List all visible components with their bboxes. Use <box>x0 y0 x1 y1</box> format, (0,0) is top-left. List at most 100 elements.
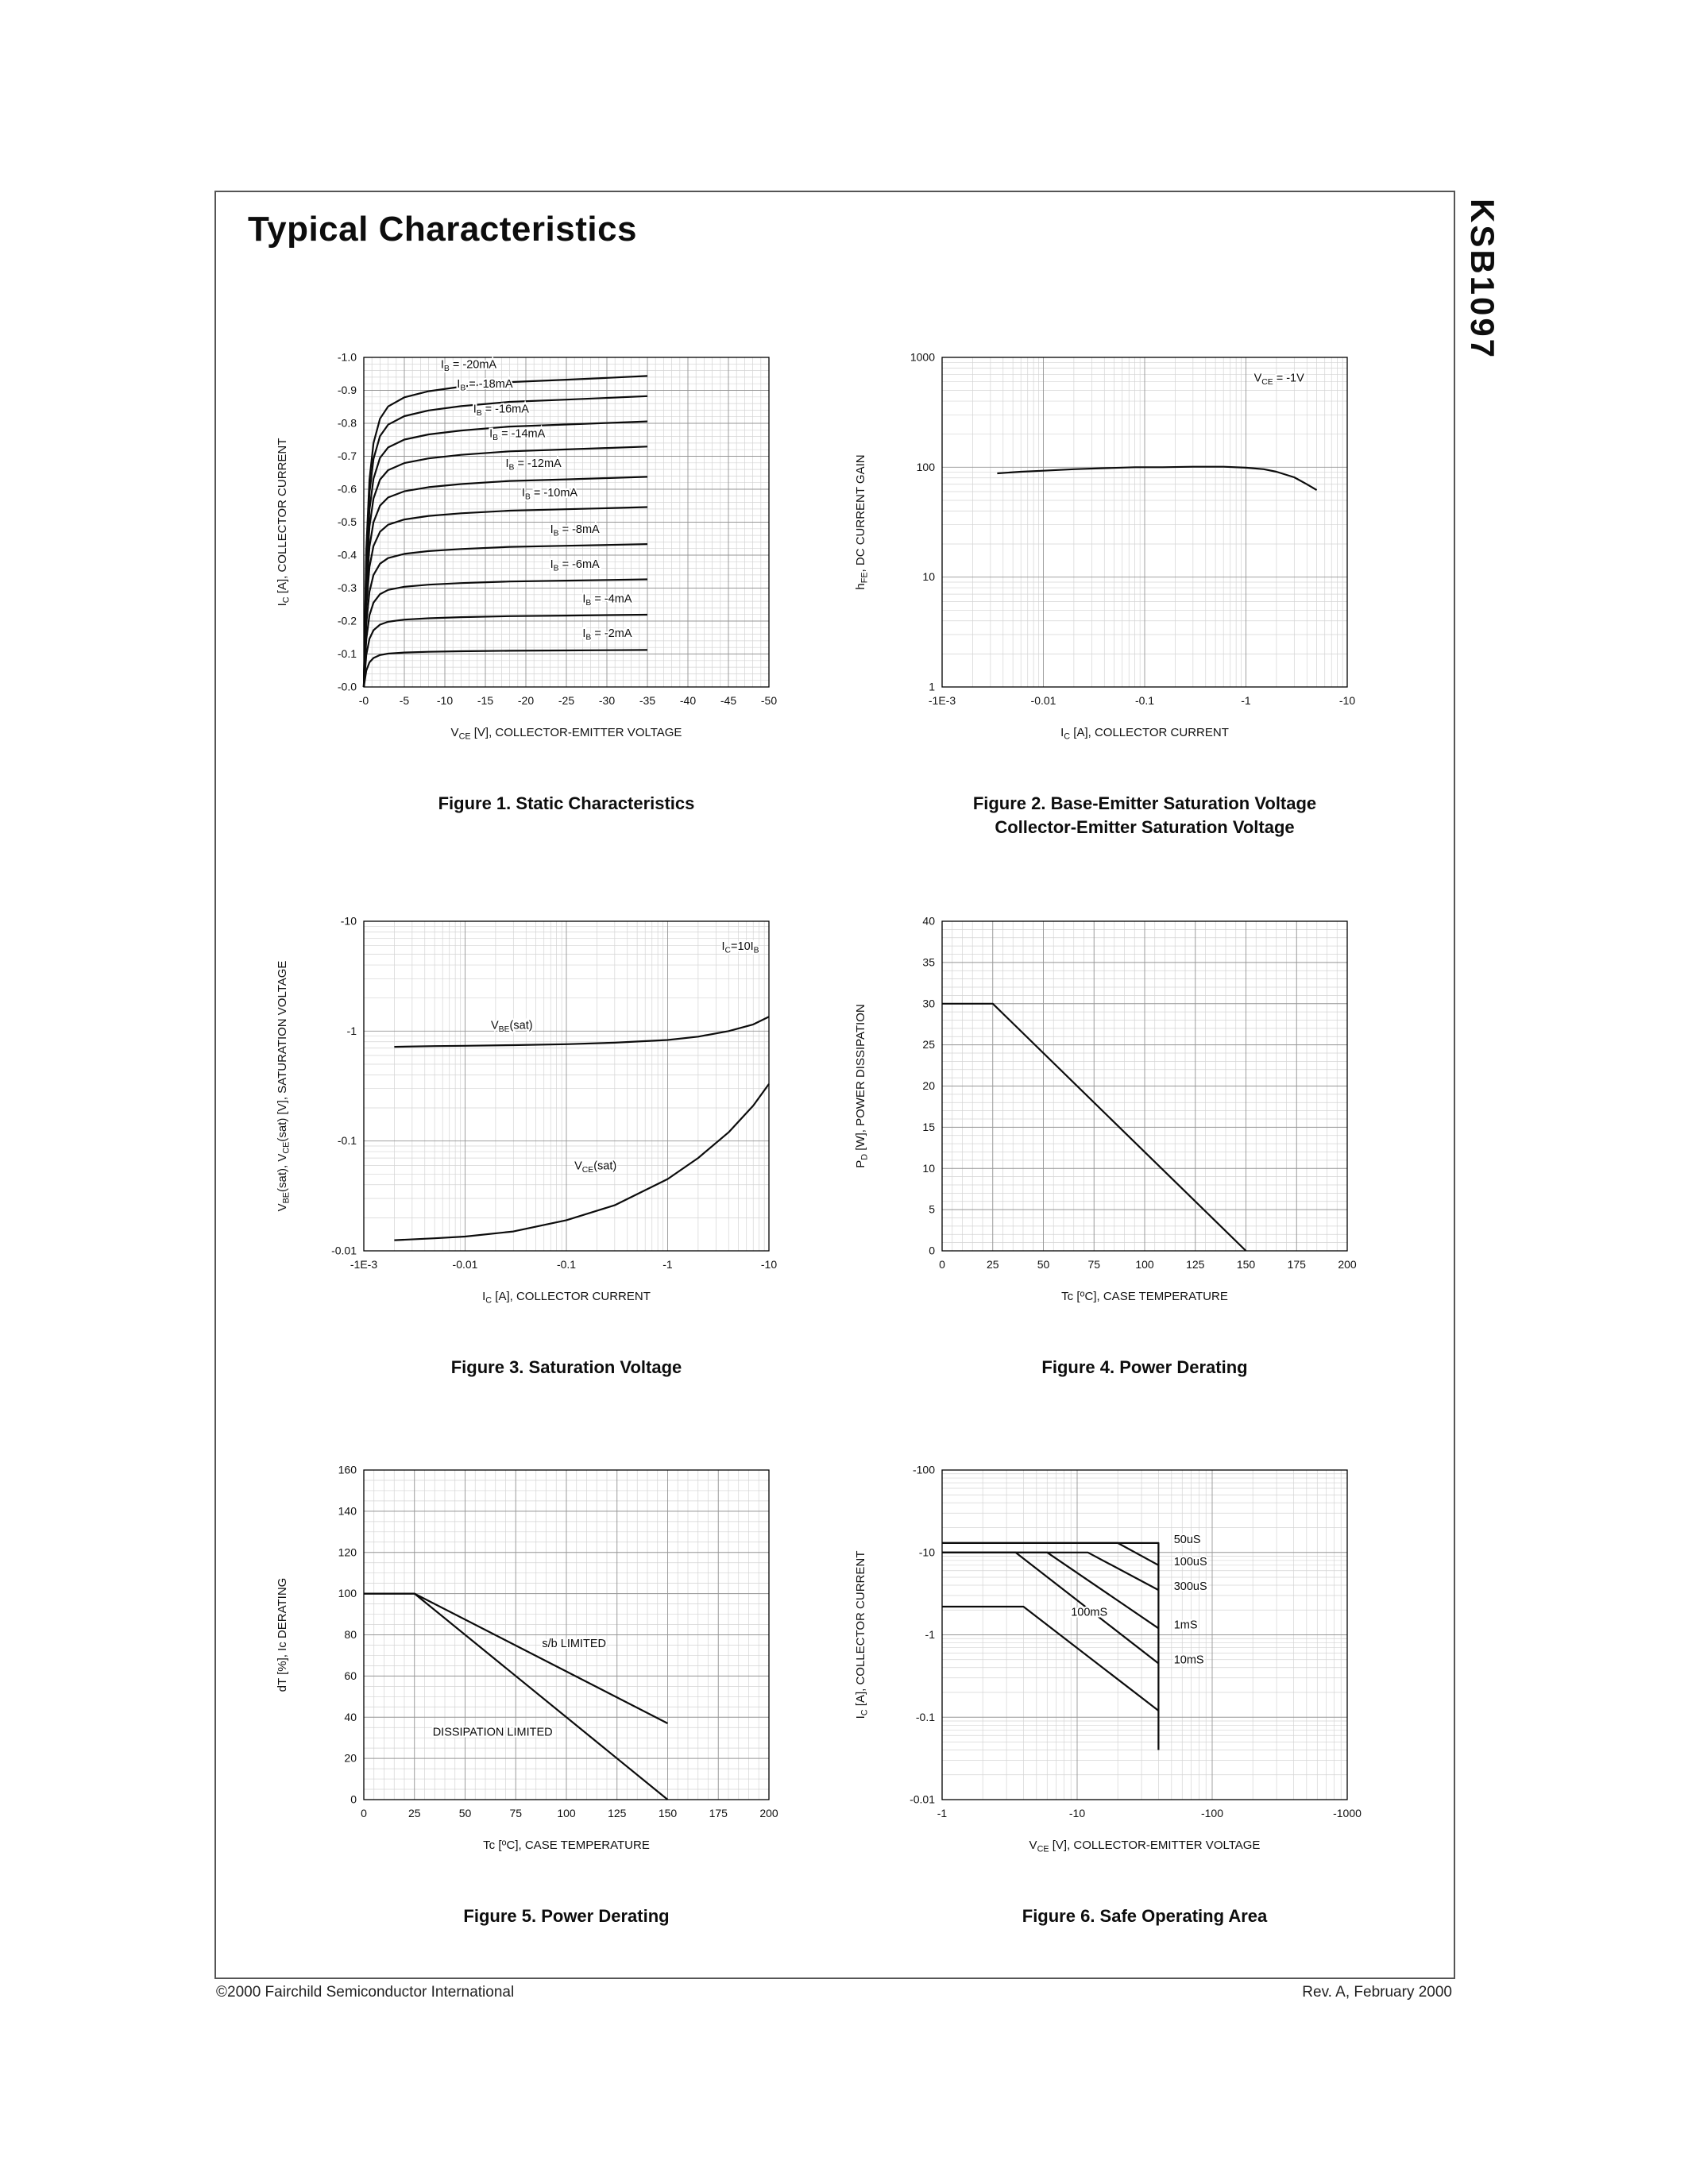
x-axis-label: VCE [V], COLLECTOR-EMITTER VOLTAGE <box>1029 1839 1261 1854</box>
y-tick-label: 80 <box>344 1628 357 1641</box>
figure-5-power-derating: s/b LIMITED DISSIPATION LIMITED 0 25 50 75 100… <box>245 1456 793 1928</box>
curve-label: IB = -4mA <box>582 592 632 608</box>
x-axis-label: IC [A], COLLECTOR CURRENT <box>482 1290 651 1306</box>
figure-1-chart: IB = -20mA IB = -18mA IB = -16mA IB = -14mA… <box>276 351 777 742</box>
figure-3-chart: VBE(sat)VCE(sat)IC=10IB -1E-3 -0.01 -0.1 -1 -… <box>276 915 777 1306</box>
annotation: IC=10IB <box>721 940 759 955</box>
curve <box>362 613 648 688</box>
curve <box>364 1592 669 1800</box>
y-tick-label: -0.01 <box>910 1793 935 1806</box>
x-tick-label: 100 <box>557 1807 576 1819</box>
curves <box>364 1592 669 1800</box>
figure-1-caption: Figure 1. Static Characteristics <box>438 793 695 813</box>
y-axis-label: IC [A], COLLECTOR CURRENT <box>276 438 292 607</box>
x-tick-label: -0.1 <box>557 1258 576 1271</box>
curve-label: 100uS <box>1174 1556 1207 1569</box>
curve <box>362 506 648 688</box>
tick-labels: -0 -5 -10 -15 -20 -25 -30 -35 -40 -45 -50 -0.0 -0.1 -… <box>338 351 777 708</box>
y-tick-label: -1.0 <box>338 351 357 364</box>
x-tick-label: 75 <box>510 1807 523 1819</box>
curves <box>394 1016 770 1241</box>
x-tick-label: -1 <box>662 1258 673 1271</box>
curve <box>942 1551 1160 1665</box>
y-tick-label: 30 <box>922 997 935 1009</box>
y-tick-label: -0.01 <box>331 1244 357 1257</box>
curve-label: 300uS <box>1174 1580 1207 1593</box>
curve <box>362 375 648 688</box>
curve-labels: 50uS 100uS 300uS 1mS 10mS 100mS <box>1069 1532 1208 1669</box>
x-axis-label: Tc [oC], CASE TEMPERATURE <box>483 1839 650 1853</box>
y-tick-label: 10 <box>922 1162 935 1175</box>
figure-2-chart: VCE = -1V -1E-3 -0.01 -0.1 -1 -10 1 10 100 1000 IC… <box>854 351 1355 742</box>
y-tick-label: 20 <box>344 1752 357 1765</box>
curve-label: DISSIPATION LIMITED <box>433 1727 553 1739</box>
curve <box>942 1542 1159 1566</box>
x-axis-label: IC [A], COLLECTOR CURRENT <box>1060 726 1229 742</box>
curve-labels: s/b LIMITED DISSIPATION LIMITED <box>431 1636 608 1741</box>
curve <box>362 395 648 688</box>
x-tick-label: -5 <box>400 694 410 707</box>
curve-label: IB = -2mA <box>582 627 632 642</box>
y-tick-label: -0.2 <box>338 615 357 627</box>
x-tick-label: 25 <box>408 1807 421 1819</box>
y-tick-label: -0.3 <box>338 581 357 594</box>
y-tick-label: -0.7 <box>338 450 357 462</box>
page-title: Typical Characteristics <box>248 210 638 249</box>
y-tick-label: -0.0 <box>338 681 357 693</box>
content-border: Typical Characteristics IB = -20mA IB = -… <box>214 191 1455 1979</box>
curve <box>362 543 648 688</box>
y-tick-label: -0.1 <box>338 1134 357 1147</box>
y-axis-label: PD [W], POWER DISSIPATION <box>854 1004 870 1167</box>
x-tick-label: -0.1 <box>1135 694 1154 707</box>
tick-labels: -1E-3 -0.01 -0.1 -1 -10-0.01-0.1-1-10 <box>331 915 777 1271</box>
curve <box>942 1002 1247 1252</box>
curve-label: 100mS <box>1071 1607 1107 1619</box>
plot-border <box>941 920 1348 1252</box>
plot-border <box>941 357 1348 688</box>
x-tick-label: 175 <box>709 1807 728 1819</box>
y-tick-label: 1 <box>929 681 935 693</box>
curves <box>362 375 648 688</box>
footer-copyright: ©2000 Fairchild Semiconductor Internatio… <box>216 1984 515 2001</box>
x-tick-label: -1E-3 <box>350 1258 377 1271</box>
x-axis-label: VCE [V], COLLECTOR-EMITTER VOLTAGE <box>451 726 682 742</box>
x-tick-label: -1000 <box>1333 1807 1362 1819</box>
figure-3-caption: Figure 3. Saturation Voltage <box>450 1357 682 1377</box>
curve-labels: VBE(sat) VCE(sat) IC=10IB <box>489 939 761 1176</box>
y-tick-label: -0.5 <box>338 515 357 528</box>
y-tick-label: -0.1 <box>338 647 357 660</box>
figure-1-static-characteristics: IB = -20mA IB = -18mA IB = -16mA IB = -14mA… <box>245 343 793 816</box>
y-tick-label: 25 <box>922 1038 935 1051</box>
part-number: KSB1097 <box>1464 199 1501 361</box>
x-tick-label: 200 <box>1338 1258 1357 1271</box>
x-tick-label: -10 <box>761 1258 777 1271</box>
x-tick-label: 100 <box>1135 1258 1154 1271</box>
figure-5-caption: Figure 5. Power Derating <box>463 1906 670 1926</box>
y-tick-label: -1 <box>347 1024 357 1037</box>
curve <box>942 1605 1160 1711</box>
y-tick-label: -100 <box>913 1464 935 1476</box>
plot-border <box>363 357 770 688</box>
curve-label: IB = -8mA <box>550 523 600 538</box>
y-tick-label: 0 <box>929 1244 935 1257</box>
x-tick-label: -10 <box>437 694 453 707</box>
y-tick-label: 20 <box>922 1079 935 1092</box>
curve <box>362 578 648 688</box>
x-tick-label: -1 <box>1241 694 1251 707</box>
curve <box>362 649 648 688</box>
curve <box>942 1551 1160 1630</box>
x-tick-label: 0 <box>361 1807 367 1819</box>
y-axis-label: VBE(sat), VCE(sat) [V], SATURATION VOLTA… <box>276 961 292 1212</box>
y-tick-label: 100 <box>338 1587 357 1599</box>
x-tick-label: -40 <box>680 694 696 707</box>
y-tick-label: -10 <box>919 1545 935 1558</box>
figure-4-chart: 0 25 50 75 100 125 150 175 200 0 5 10 15 20 25 30 35 40 Tc… <box>854 915 1357 1304</box>
y-tick-label: 100 <box>917 461 936 473</box>
tick-labels: 0 25 50 75 100 125 150 175 200 0 5 10 15 20 25 30 35 40 <box>922 915 1356 1271</box>
figure-3-saturation-voltage: VBE(sat) VCE(sat) IC=10IB -1E-3 -0.01 -0.1 -1 -… <box>245 907 793 1379</box>
curve <box>362 420 648 688</box>
curve <box>394 1083 770 1241</box>
annotation: VCE = -1V <box>1254 372 1305 388</box>
x-tick-label: 150 <box>1237 1258 1256 1271</box>
grid <box>364 1470 769 1800</box>
